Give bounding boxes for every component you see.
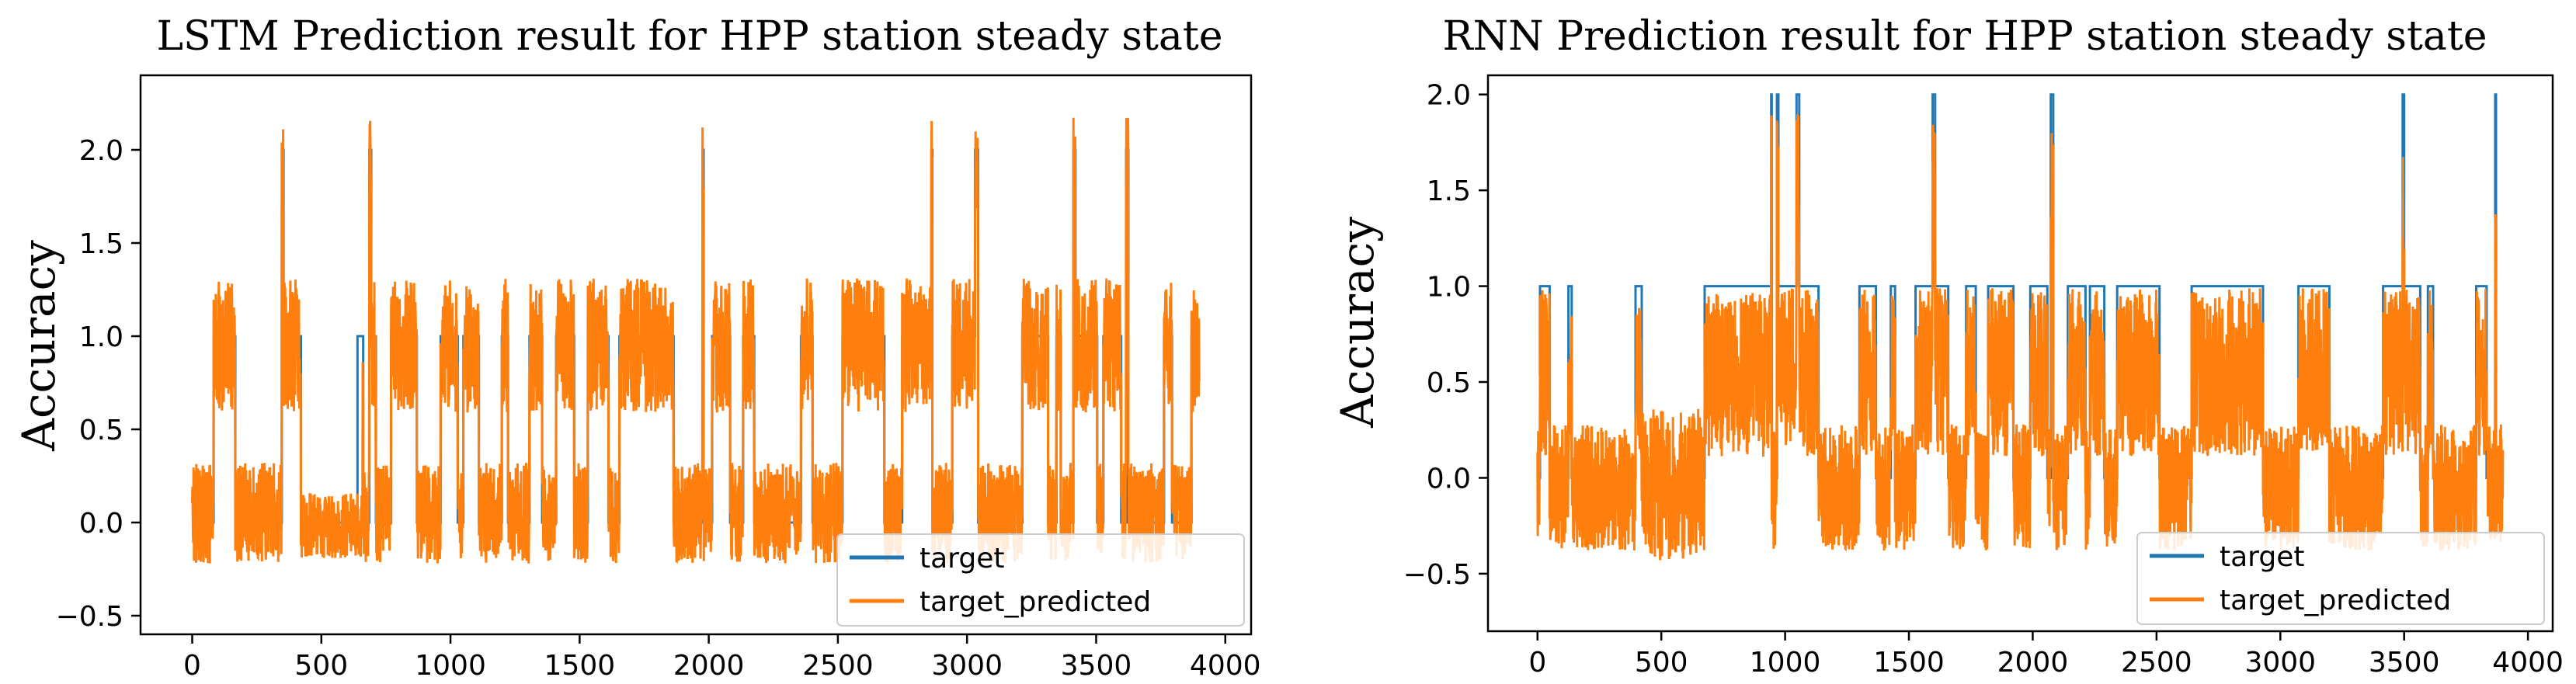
rnn-y-tick-label: 0.5 — [1427, 367, 1471, 399]
rnn-x-tick-label: 500 — [1635, 647, 1688, 679]
lstm-y-tick-label: 0.5 — [79, 415, 123, 446]
lstm-legend-target-label: target — [920, 543, 1004, 575]
lstm-legend: target target_predicted — [836, 533, 1245, 627]
lstm-x-tick-label: 0 — [183, 650, 201, 682]
rnn-y-axis-label: Accuracy — [1331, 217, 1384, 429]
lstm-y-tick-label: 1.0 — [79, 321, 123, 353]
lstm-plot-frame — [139, 74, 1253, 636]
rnn-x-tick-label: 4000 — [2492, 647, 2564, 679]
lstm-plot-area — [191, 117, 1201, 564]
rnn-legend-box — [2136, 532, 2545, 625]
lstm-y-tick-label: −0.5 — [56, 601, 123, 633]
rnn-plot-frame — [1486, 74, 2554, 633]
rnn-chart: RNN Prediction result for HPP station st… — [1331, 13, 2564, 679]
rnn-y-tick-label: 2.0 — [1427, 80, 1471, 112]
lstm-x-tick-label: 2500 — [802, 650, 874, 682]
rnn-axis-ticks: 0 500 1000 1500 2000 2500 3000 3500 4000 −0.5 0.0 0… — [1403, 80, 2564, 679]
rnn-y-tick-label: 0.0 — [1427, 463, 1471, 495]
lstm-x-tick-label: 1500 — [544, 650, 616, 682]
rnn-y-tick-label: 1.0 — [1427, 272, 1471, 304]
lstm-x-tick-label: 3000 — [931, 650, 1003, 682]
rnn-x-tick-label: 2500 — [2121, 647, 2192, 679]
lstm-legend-box — [836, 533, 1245, 627]
lstm-legend-predicted-label: target_predicted — [920, 586, 1151, 618]
lstm-x-tick-label: 4000 — [1190, 650, 1261, 682]
lstm-y-tick-label: 2.0 — [79, 135, 123, 167]
rnn-series-target-predicted — [1536, 113, 2505, 561]
lstm-x-tick-label: 1000 — [415, 650, 486, 682]
rnn-legend: target target_predicted — [2136, 532, 2545, 625]
lstm-x-tick-label: 500 — [294, 650, 348, 682]
rnn-x-tick-label: 1000 — [1750, 647, 1821, 679]
rnn-series-target — [1537, 93, 2503, 479]
lstm-axis-ticks: 0 500 1000 1500 2000 2500 3000 3500 4000 −0.5 0.0 0… — [56, 135, 1261, 682]
rnn-x-tick-label: 0 — [1528, 647, 1546, 679]
rnn-y-tick-label: −0.5 — [1403, 559, 1471, 591]
rnn-legend-target-label: target — [2220, 541, 2304, 573]
lstm-y-tick-label: 0.0 — [79, 508, 123, 540]
rnn-x-tick-label: 2000 — [1997, 647, 2069, 679]
lstm-chart: LSTM Prediction result for HPP station s… — [12, 13, 1261, 682]
rnn-y-tick-label: 1.5 — [1427, 175, 1471, 207]
lstm-y-axis-label: Accuracy — [12, 240, 65, 452]
rnn-x-tick-label: 1500 — [1873, 647, 1945, 679]
rnn-legend-predicted-label: target_predicted — [2220, 585, 2451, 616]
rnn-x-tick-label: 3000 — [2244, 647, 2316, 679]
rnn-x-tick-label: 3500 — [2369, 647, 2440, 679]
rnn-plot-area — [1536, 93, 2505, 561]
rnn-chart-title: RNN Prediction result for HPP station st… — [1442, 13, 2487, 60]
lstm-series-target-predicted — [191, 117, 1201, 564]
lstm-x-tick-label: 3500 — [1061, 650, 1132, 682]
lstm-chart-title: LSTM Prediction result for HPP station s… — [156, 13, 1222, 60]
lstm-y-tick-label: 1.5 — [79, 228, 123, 260]
lstm-x-tick-label: 2000 — [673, 650, 745, 682]
